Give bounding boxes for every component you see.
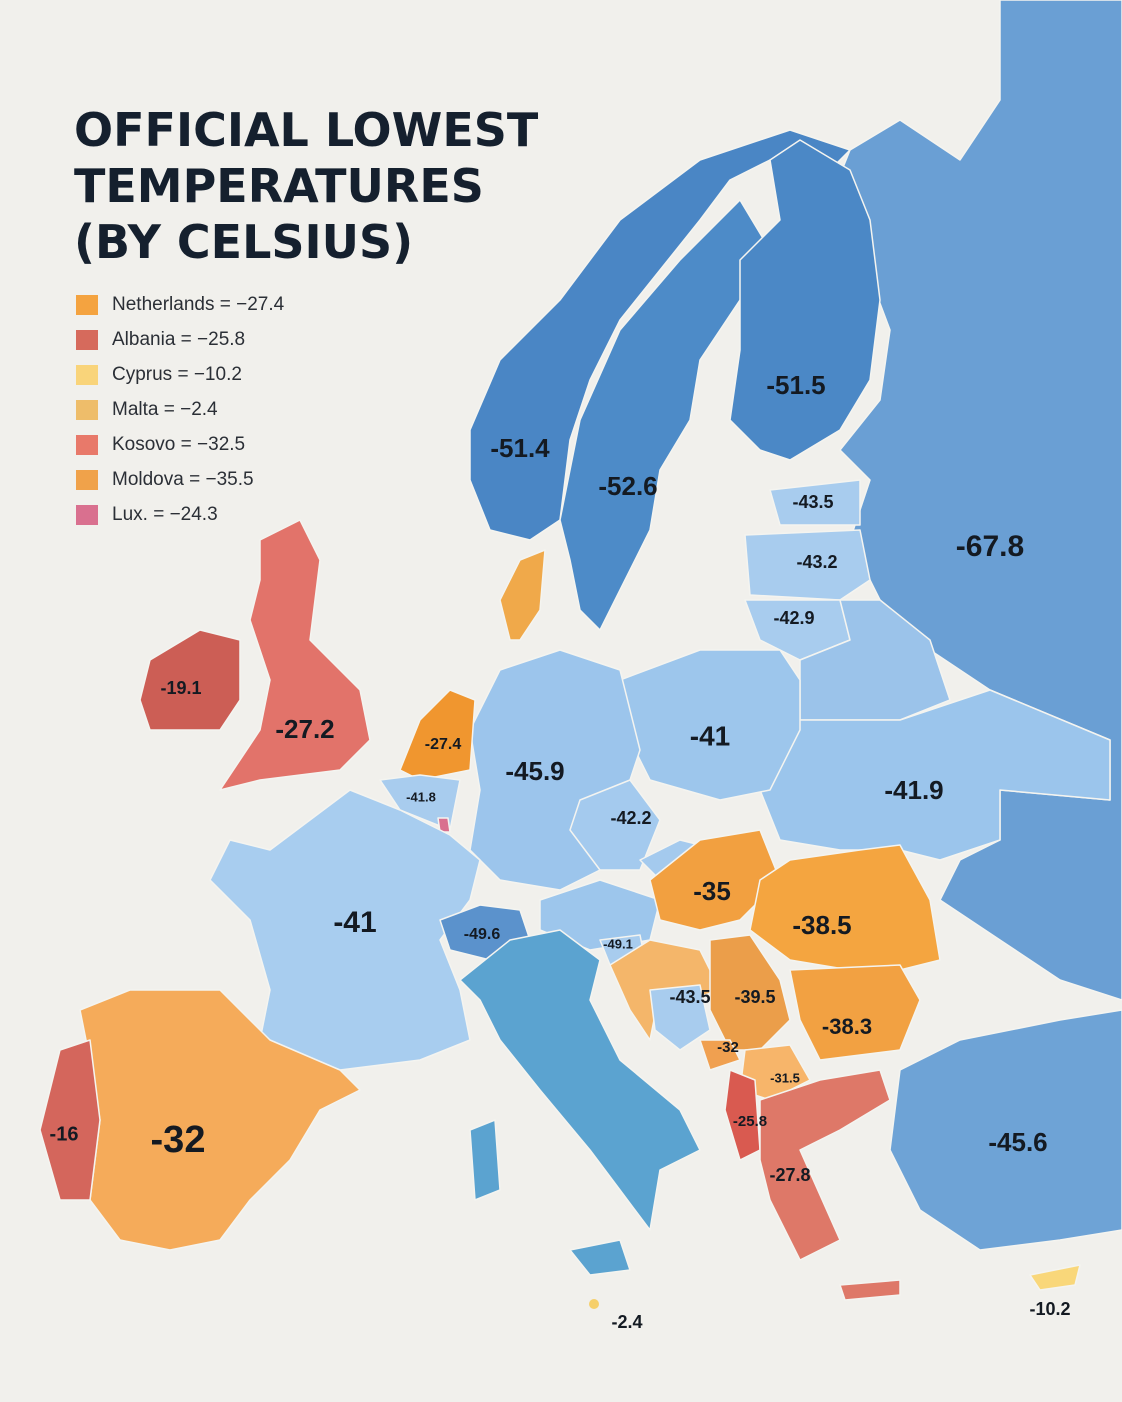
map-label: -52.6: [598, 471, 657, 501]
legend-swatch: [76, 400, 98, 420]
map-label: -38.3: [822, 1014, 872, 1039]
map-label: -41: [333, 906, 376, 939]
map-label: -45.9: [505, 756, 564, 786]
cyprus: [1029, 1264, 1081, 1291]
bulgaria: [789, 964, 921, 1061]
legend-swatch: [76, 435, 98, 455]
latvia: [744, 529, 871, 601]
map-label: -42.2: [610, 808, 651, 828]
title-line: OFFICIAL LOWEST: [74, 103, 539, 157]
norway: [469, 129, 851, 541]
countries: [39, 0, 1122, 1309]
serbia: [709, 934, 791, 1051]
map-label: -49.6: [464, 926, 501, 943]
albania: [724, 1069, 761, 1161]
greece: [759, 1069, 891, 1261]
legend-swatch: [76, 470, 98, 490]
map-label: -67.8: [956, 530, 1024, 563]
france: [209, 789, 481, 1071]
map-label: -43.5: [669, 987, 710, 1007]
poland: [619, 649, 801, 801]
map-label: -19.1: [160, 678, 201, 698]
legend-label: Lux. = −24.3: [112, 504, 218, 525]
map-label: -10.2: [1029, 1299, 1070, 1319]
map-label: -31.5: [770, 1070, 800, 1085]
map-label: -2.4: [611, 1312, 642, 1332]
luxembourg: [437, 817, 451, 833]
map-label: -49.1: [603, 936, 633, 951]
turkey: [889, 1009, 1122, 1251]
title-line: TEMPERATURES: [74, 159, 484, 213]
belgium: [379, 774, 461, 831]
montenegro: [699, 1039, 741, 1071]
romania: [749, 844, 941, 971]
legend-swatch: [76, 365, 98, 385]
denmark: [499, 549, 546, 641]
legend-label: Cyprus = −10.2: [112, 364, 242, 385]
netherlands: [399, 689, 476, 781]
sicily: [569, 1239, 631, 1276]
legend-label: Malta = −2.4: [112, 399, 218, 420]
map-label: -25.8: [733, 1113, 767, 1130]
map-label: -45.6: [988, 1127, 1047, 1157]
ireland: [139, 629, 241, 731]
legend-swatch: [76, 330, 98, 350]
estonia: [769, 479, 861, 526]
map-label: -27.4: [425, 736, 462, 753]
legend-label: Netherlands = −27.4: [112, 294, 285, 315]
legend-label: Moldova = −35.5: [112, 469, 254, 490]
uk: [219, 519, 371, 791]
map-label: -38.5: [792, 910, 851, 940]
sweden: [559, 199, 771, 631]
map-label: -51.5: [766, 370, 825, 400]
map-label: -32: [717, 1039, 739, 1056]
malta: [589, 1299, 599, 1309]
bosnia: [649, 984, 711, 1051]
map-label: -35: [693, 876, 731, 906]
map-label: -41.9: [884, 775, 943, 805]
legend-label: Albania = −25.8: [112, 329, 245, 350]
ukraine: [759, 689, 1111, 861]
map-label: -51.4: [490, 433, 550, 463]
map-label: -41.8: [406, 789, 436, 804]
title-line: (BY CELSIUS): [74, 215, 413, 269]
italy: [459, 929, 701, 1231]
map-label: -16: [50, 1123, 79, 1145]
crete: [839, 1279, 901, 1301]
map-label: -27.8: [769, 1165, 810, 1185]
map-label: -43.2: [796, 552, 837, 572]
map-label: -27.2: [275, 714, 334, 744]
portugal: [39, 1039, 101, 1201]
finland: [729, 139, 881, 461]
map-label: -39.5: [734, 987, 775, 1007]
legend-swatch: [76, 505, 98, 525]
map-label: -41: [690, 720, 730, 751]
map-label: -42.9: [773, 608, 814, 628]
legend-label: Kosovo = −32.5: [112, 434, 245, 455]
map-label: -32: [151, 1119, 206, 1161]
map-label: -43.5: [792, 492, 833, 512]
czechia: [569, 779, 661, 871]
sardinia: [469, 1119, 501, 1201]
legend-swatch: [76, 295, 98, 315]
